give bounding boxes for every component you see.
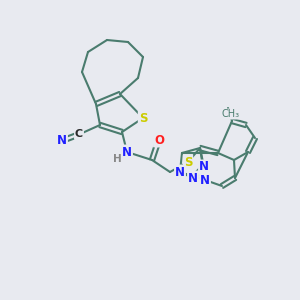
Text: N: N [199,160,209,173]
Text: O: O [154,134,164,146]
Text: H: H [112,154,122,164]
Text: C: C [75,129,83,139]
Text: N: N [175,166,185,178]
Text: S: S [184,155,192,169]
Text: N: N [122,146,132,158]
Text: S: S [139,112,147,124]
Text: N: N [57,134,67,146]
Text: CH₃: CH₃ [222,109,240,119]
Text: N: N [200,173,210,187]
Text: N: N [188,172,198,184]
